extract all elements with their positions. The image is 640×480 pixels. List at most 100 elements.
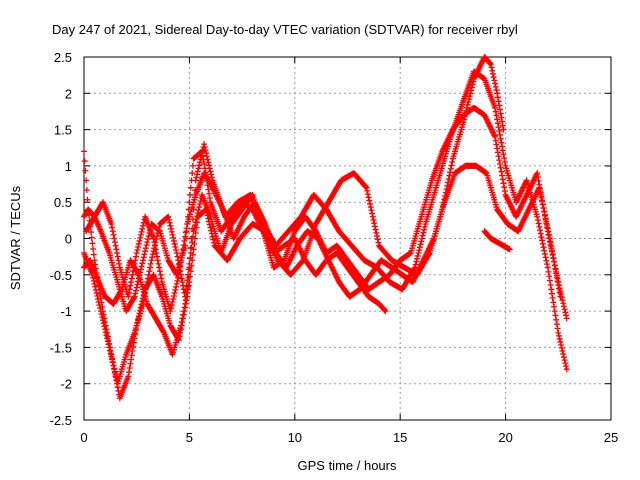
data-point [206, 165, 213, 172]
data-point [369, 213, 376, 220]
data-point [210, 236, 217, 243]
data-point [196, 162, 203, 169]
data-point [539, 237, 546, 244]
data-point [366, 197, 373, 204]
data-point [557, 338, 564, 345]
data-point [201, 144, 208, 151]
data-point [501, 159, 508, 166]
data-point [177, 326, 184, 333]
data-point [102, 326, 109, 333]
data-point [539, 198, 546, 205]
data-point [176, 333, 183, 340]
data-point [499, 122, 506, 129]
data-point [108, 220, 115, 227]
data-point [182, 229, 189, 236]
data-point [155, 260, 162, 267]
data-point [416, 244, 423, 251]
data-point [559, 348, 566, 355]
data-point [539, 240, 546, 247]
y-tick-label: 0.5 [54, 195, 72, 210]
data-point [91, 257, 98, 264]
data-point [93, 289, 100, 296]
data-point [539, 201, 546, 208]
data-point [194, 171, 201, 178]
data-point [113, 246, 120, 253]
data-point [167, 222, 174, 229]
data-point [542, 254, 549, 261]
data-point [374, 236, 381, 243]
data-point [154, 230, 161, 237]
data-point [89, 240, 96, 247]
data-point [190, 228, 197, 235]
data-point [178, 254, 185, 261]
data-point [536, 184, 543, 191]
data-point [464, 101, 471, 108]
data-point [206, 194, 213, 201]
data-point [557, 293, 564, 300]
data-point [490, 74, 497, 81]
data-point [499, 143, 506, 150]
data-point [371, 223, 378, 230]
data-point [141, 251, 148, 258]
data-point [418, 238, 425, 245]
data-point [538, 234, 545, 241]
data-point [171, 289, 178, 296]
data-point [109, 224, 116, 231]
data-point [173, 283, 180, 290]
data-point [541, 247, 548, 254]
data-point [496, 106, 503, 113]
data-point [499, 147, 506, 154]
data-point [535, 220, 542, 227]
data-point [203, 150, 210, 157]
data-point [143, 242, 150, 249]
data-point [109, 359, 116, 366]
data-point [560, 354, 567, 361]
data-point [191, 225, 198, 232]
data-point [506, 246, 513, 253]
data-point [421, 223, 428, 230]
data-point [183, 225, 190, 232]
data-point [130, 294, 137, 301]
data-point [192, 177, 199, 184]
data-point [187, 250, 194, 257]
data-point [173, 280, 180, 287]
data-point [132, 290, 139, 297]
data-point [186, 260, 193, 267]
data-point [182, 233, 189, 240]
data-point [555, 329, 562, 336]
data-point [201, 141, 208, 148]
data-point [553, 274, 560, 281]
data-point [169, 299, 176, 306]
data-point [201, 161, 208, 168]
data-point [84, 196, 91, 203]
data-point [499, 118, 506, 125]
y-tick-label: -0.5 [50, 268, 72, 283]
data-point [96, 302, 103, 309]
data-point [189, 170, 196, 177]
data-point [182, 293, 189, 300]
series-trace-e [83, 162, 564, 315]
data-point [552, 312, 559, 319]
data-point [494, 120, 501, 127]
data-point [560, 351, 567, 358]
data-point [133, 250, 140, 257]
data-point [156, 268, 163, 275]
data-point [166, 219, 173, 226]
data-point [188, 244, 195, 251]
data-point [177, 259, 184, 266]
data-point [108, 353, 115, 360]
data-point [102, 329, 109, 336]
x-tick-label: 5 [186, 430, 193, 445]
data-point [142, 245, 149, 252]
data-point [115, 257, 122, 264]
data-point [170, 292, 177, 299]
data-point [417, 241, 424, 248]
data-point [189, 162, 196, 169]
data-point [110, 362, 117, 369]
data-point [541, 250, 548, 257]
data-point [195, 207, 202, 214]
data-point [140, 257, 147, 264]
y-axis-label: SDTVAR / TECUs [8, 185, 23, 290]
data-point [537, 230, 544, 237]
data-point [103, 332, 110, 339]
